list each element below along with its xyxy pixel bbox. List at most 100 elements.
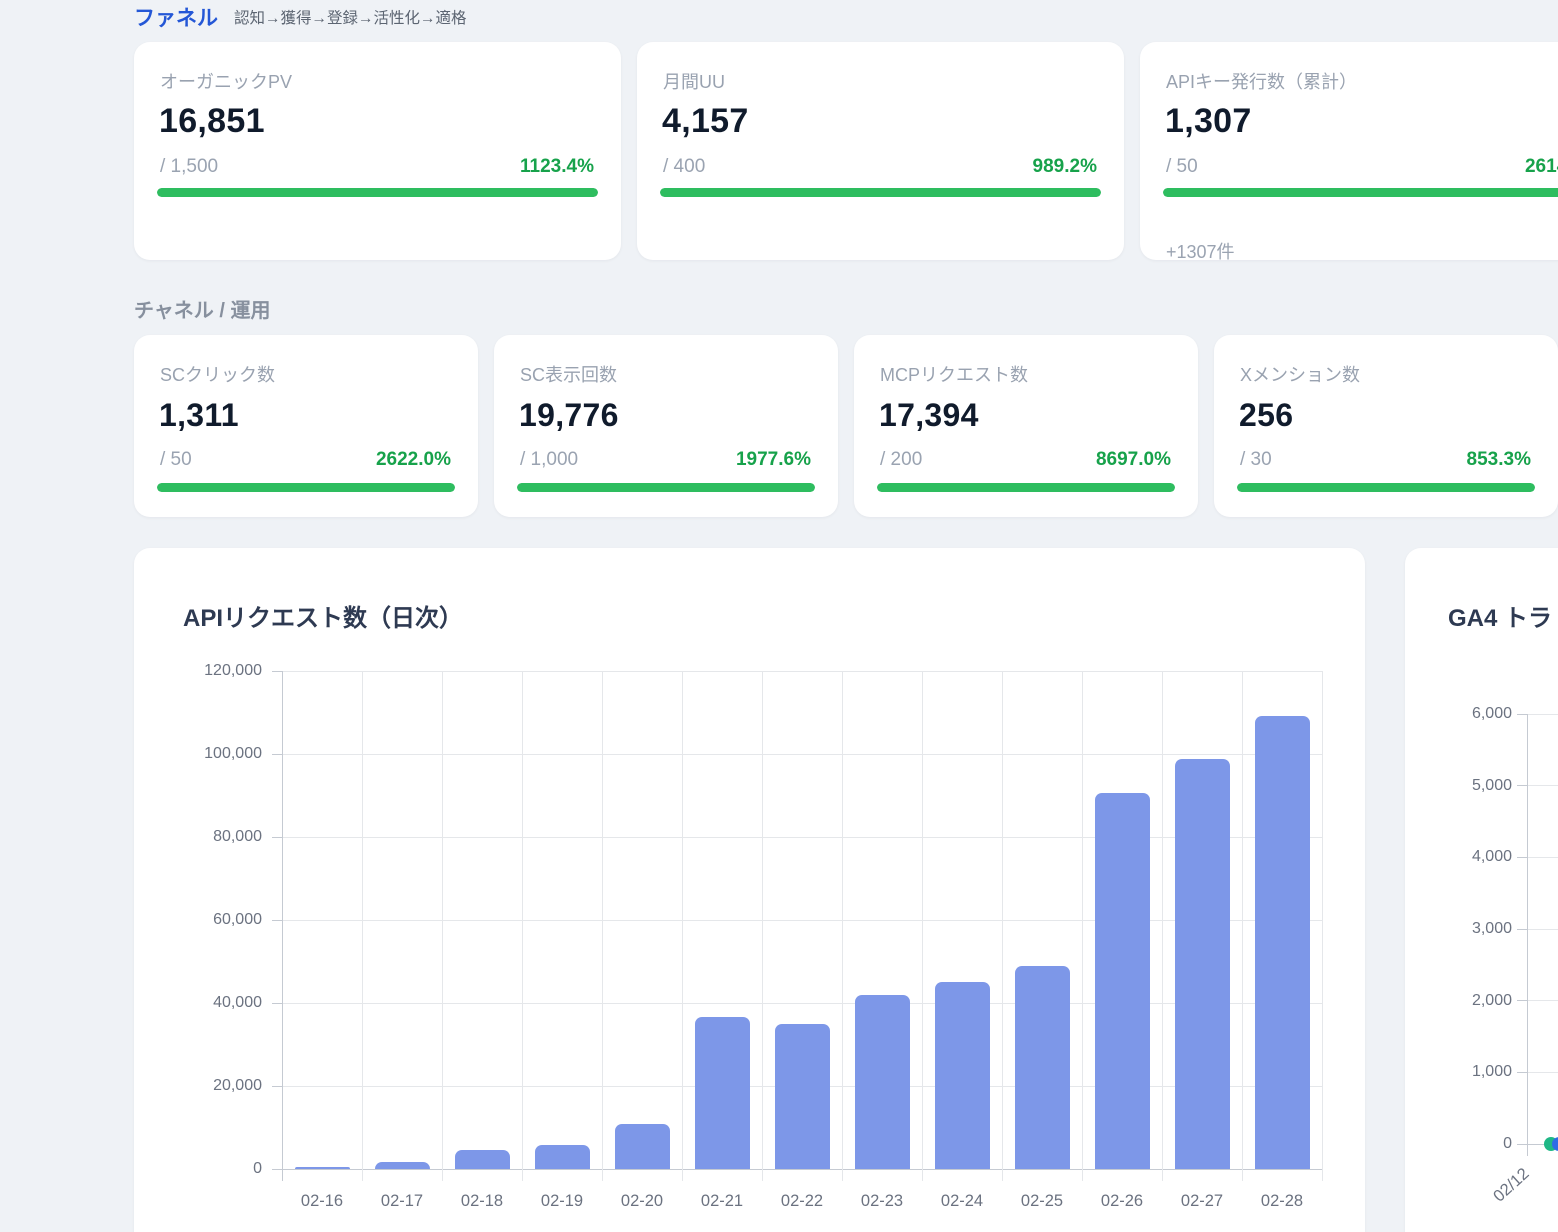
x-tick-label: 02-26 [1100,1192,1144,1210]
y-tick-label: 20,000 [213,1077,262,1094]
kpi-value: 16,851 [159,102,265,140]
x-tick-label: 02/12 [1489,1164,1533,1206]
section-title-funnel: ファネル [134,7,218,30]
y-axis-tick [1517,713,1527,715]
progress-bar-fill [660,188,1101,197]
kpi-card-monthly-uu: 月間UU 4,157 / 400 989.2% [637,42,1124,260]
kpi-footer: / 30 853.3% [1240,449,1531,471]
gridline [282,1002,1322,1004]
kpi-target: / 1,000 [520,449,579,470]
y-axis-tick [1517,1071,1527,1073]
kpi-footer: / 400 989.2% [663,156,1097,178]
y-axis-line [1526,714,1528,1156]
gridline [1001,671,1003,1181]
kpi-footer: / 200 8697.0% [880,449,1171,471]
kpi-delta: +1307件 [1166,242,1235,262]
kpi-target: / 1,500 [160,156,219,177]
bar-02-18 [454,1150,510,1169]
bar-02-23 [854,995,910,1169]
y-axis-tick [272,1002,282,1004]
gridline [761,671,763,1181]
bar-02-25 [1014,966,1070,1169]
y-axis-tick [272,1168,282,1170]
kpi-label: オーガニックPV [160,72,293,92]
kpi-label: SC表示回数 [520,365,618,385]
bar-02-16 [294,1166,350,1169]
kpi-card-organic-pv: オーガニックPV 16,851 / 1,500 1123.4% [134,42,621,260]
kpi-percent: 2622.0% [375,449,451,470]
gridline [282,919,1322,921]
progress-bar-fill [877,483,1175,492]
kpi-percent: 2614.0% [1524,156,1558,177]
x-tick-label: 02-23 [860,1192,904,1210]
y-tick-label: 60,000 [213,911,262,928]
y-tick-label: 80,000 [213,828,262,845]
gridline [1161,671,1163,1181]
kpi-card-sc-impressions: SC表示回数 19,776 / 1,000 1977.6% [494,335,838,517]
kpi-value: 4,157 [662,102,749,140]
x-tick-label: 02-27 [1180,1192,1224,1210]
kpi-label: SCクリック数 [160,365,276,385]
gridline [1527,928,1558,930]
kpi-target: / 50 [160,449,192,470]
x-tick-label: 02-22 [780,1192,824,1210]
y-tick-label: 3,000 [1471,920,1512,937]
progress-bar [517,483,815,492]
chart-title: APIリクエスト数（日次） [183,605,464,632]
kpi-card-x-mentions: Xメンション数 256 / 30 853.3% [1214,335,1558,517]
y-axis-tick [1517,1000,1527,1002]
y-tick-label: 1,000 [1471,1063,1512,1081]
progress-bar [1163,188,1558,197]
y-tick-label: 4,000 [1471,848,1512,866]
x-tick-label: 02-24 [940,1192,984,1210]
gridline [1527,856,1558,858]
progress-bar [660,188,1101,197]
y-tick-label: 120,000 [204,662,262,679]
gridline [361,671,363,1181]
x-tick-label: 02-16 [300,1192,344,1210]
progress-bar [157,483,455,492]
kpi-value: 256 [1239,397,1294,433]
y-tick-label: 6,000 [1471,705,1512,722]
x-tick-label: 02-18 [460,1192,504,1210]
gridline [282,836,1322,838]
kpi-label: 月間UU [663,72,725,92]
kpi-percent: 1977.6% [735,449,811,470]
page-header: ファネル 認知→獲得→登録→活性化→適格 [134,0,467,34]
kpi-target: / 200 [880,449,923,470]
y-tick-label: 0 [253,1160,262,1177]
kpi-card-mcp-requests: MCPリクエスト数 17,394 / 200 8697.0% [854,335,1198,517]
gridline [1527,713,1558,715]
y-axis-tick [272,753,282,755]
y-axis-tick [1517,856,1527,858]
progress-bar-fill [1163,188,1558,197]
progress-bar [157,188,598,197]
x-tick-label: 02-25 [1020,1192,1064,1210]
y-axis-tick [272,670,282,672]
progress-bar-fill [517,483,815,492]
kpi-value: 17,394 [879,397,979,433]
gridline [282,753,1322,755]
gridline [1321,671,1323,1181]
bar-02-20 [614,1123,670,1169]
bar-02-19 [534,1144,590,1169]
chart-card-ga4-traffic: GA4 トラ 0 1,000 2,000 3,000 4,000 5,000 6,000 0… [1405,548,1558,1232]
chart-title: GA4 トラ [1448,605,1553,632]
kpi-footer: / 1,000 1977.6% [520,449,811,471]
gridline [921,671,923,1181]
progress-bar [1237,483,1535,492]
gridline [1527,1071,1558,1073]
x-tick-label: 02-19 [540,1192,584,1210]
kpi-value: 1,311 [159,397,239,433]
y-axis-line [281,671,283,1181]
gridline [441,671,443,1181]
y-tick-label: 2,000 [1471,991,1512,1009]
kpi-target: / 400 [663,156,706,177]
x-tick-label: 02-17 [380,1192,424,1210]
y-tick-label: 40,000 [213,994,262,1011]
y-axis-tick [272,1085,282,1087]
gridline [282,670,1322,672]
y-axis-tick [1517,928,1527,930]
kpi-card-sc-clicks: SCクリック数 1,311 / 50 2622.0% [134,335,478,517]
